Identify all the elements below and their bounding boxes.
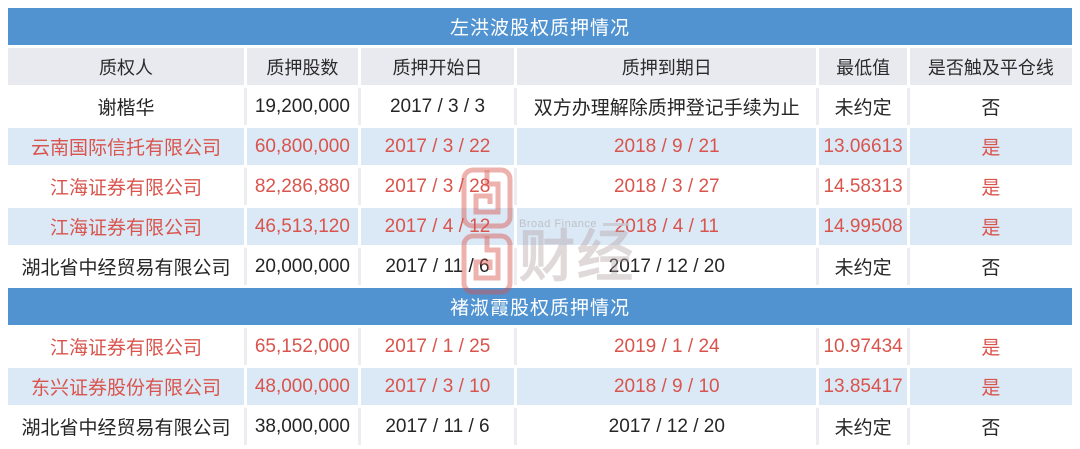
- cell-end-date: 双方办理解除质押登记手续为止: [517, 88, 817, 125]
- cell-liquidation-line: 否: [909, 248, 1072, 285]
- cell-shares: 60,800,000: [247, 128, 358, 165]
- cell-start-date: 2017 / 3 / 10: [360, 368, 515, 405]
- cell-start-date: 2017 / 3 / 28: [360, 168, 515, 205]
- cell-min-value: 13.85417: [819, 368, 907, 405]
- cell-shares: 38,000,000: [247, 408, 358, 445]
- cell-min-value: 10.97434: [819, 328, 907, 365]
- column-header-start-date: 质押开始日: [360, 48, 515, 85]
- cell-pledgee: 云南国际信托有限公司: [8, 128, 245, 165]
- cell-shares: 19,200,000: [247, 88, 358, 125]
- cell-pledgee: 谢楷华: [8, 88, 245, 125]
- cell-shares: 20,000,000: [247, 248, 358, 285]
- table-row: 湖北省中经贸易有限公司 20,000,000 2017 / 11 / 6 2017 /…: [8, 248, 1072, 285]
- cell-min-value: 14.58313: [819, 168, 907, 205]
- cell-end-date: 2017 / 12 / 20: [517, 248, 817, 285]
- cell-start-date: 2017 / 11 / 6: [360, 248, 515, 285]
- cell-min-value: 未约定: [819, 88, 907, 125]
- table-row: 云南国际信托有限公司 60,800,000 2017 / 3 / 22 2018 / …: [8, 128, 1072, 165]
- cell-end-date: 2018 / 3 / 27: [517, 168, 817, 205]
- cell-pledgee: 江海证券有限公司: [8, 328, 245, 365]
- cell-liquidation-line: 否: [909, 408, 1072, 445]
- cell-pledgee: 江海证券有限公司: [8, 208, 245, 245]
- cell-pledgee: 湖北省中经贸易有限公司: [8, 408, 245, 445]
- cell-shares: 65,152,000: [247, 328, 358, 365]
- cell-min-value: 14.99508: [819, 208, 907, 245]
- column-header-pledgee: 质权人: [8, 48, 245, 85]
- column-header-shares: 质押股数: [247, 48, 358, 85]
- cell-shares: 48,000,000: [247, 368, 358, 405]
- pledge-table: 褚淑霞股权质押情况 江海证券有限公司 65,152,000 2017 / 1 / 25…: [8, 288, 1072, 445]
- cell-start-date: 2017 / 1 / 25: [360, 328, 515, 365]
- cell-pledgee: 东兴证券股份有限公司: [8, 368, 245, 405]
- cell-min-value: 未约定: [819, 408, 907, 445]
- cell-start-date: 2017 / 3 / 3: [360, 88, 515, 125]
- cell-start-date: 2017 / 4 / 12: [360, 208, 515, 245]
- cell-liquidation-line: 是: [909, 368, 1072, 405]
- table-row: 谢楷华 19,200,000 2017 / 3 / 3 双方办理解除质押登记手续为止未…: [8, 88, 1072, 125]
- cell-end-date: 2018 / 9 / 10: [517, 368, 817, 405]
- cell-liquidation-line: 是: [909, 208, 1072, 245]
- table-row: 江海证券有限公司 46,513,120 2017 / 4 / 12 2018 / 4 …: [8, 208, 1072, 245]
- cell-shares: 82,286,880: [247, 168, 358, 205]
- tables-container: 左洪波股权质押情况 质权人 质押股数 质押开始日 质押到期日 最低值 是否触及平仓线 谢楷华 1…: [8, 8, 1072, 445]
- table-row: 江海证券有限公司 82,286,880 2017 / 3 / 28 2018 / 3 …: [8, 168, 1072, 205]
- cell-start-date: 2017 / 11 / 6: [360, 408, 515, 445]
- cell-end-date: 2018 / 9 / 21: [517, 128, 817, 165]
- cell-liquidation-line: 是: [909, 168, 1072, 205]
- pledge-table: 左洪波股权质押情况 质权人 质押股数 质押开始日 质押到期日 最低值 是否触及平仓线 谢楷华 1…: [8, 8, 1072, 285]
- column-header-end-date: 质押到期日: [517, 48, 817, 85]
- cell-end-date: 2018 / 4 / 11: [517, 208, 817, 245]
- table-title: 左洪波股权质押情况: [8, 8, 1072, 45]
- table-row: 湖北省中经贸易有限公司 38,000,000 2017 / 11 / 6 2017 /…: [8, 408, 1072, 445]
- cell-liquidation-line: 否: [909, 88, 1072, 125]
- cell-min-value: 13.06613: [819, 128, 907, 165]
- cell-end-date: 2017 / 12 / 20: [517, 408, 817, 445]
- table-title: 褚淑霞股权质押情况: [8, 288, 1072, 325]
- cell-min-value: 未约定: [819, 248, 907, 285]
- cell-liquidation-line: 是: [909, 128, 1072, 165]
- cell-shares: 46,513,120: [247, 208, 358, 245]
- table-row: 江海证券有限公司 65,152,000 2017 / 1 / 25 2019 / 1 …: [8, 328, 1072, 365]
- cell-pledgee: 湖北省中经贸易有限公司: [8, 248, 245, 285]
- cell-end-date: 2019 / 1 / 24: [517, 328, 817, 365]
- column-header-row: 质权人 质押股数 质押开始日 质押到期日 最低值 是否触及平仓线: [8, 48, 1072, 85]
- table-row: 东兴证券股份有限公司 48,000,000 2017 / 3 / 10 2018 / …: [8, 368, 1072, 405]
- cell-liquidation-line: 是: [909, 328, 1072, 365]
- column-header-liquidation-line: 是否触及平仓线: [909, 48, 1072, 85]
- cell-start-date: 2017 / 3 / 22: [360, 128, 515, 165]
- column-header-min-value: 最低值: [819, 48, 907, 85]
- cell-pledgee: 江海证券有限公司: [8, 168, 245, 205]
